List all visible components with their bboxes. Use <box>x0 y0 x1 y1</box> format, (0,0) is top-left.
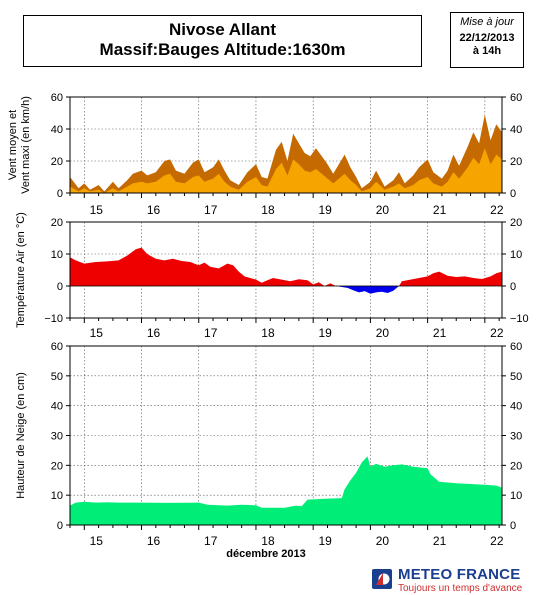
y-tick-label: 40 <box>510 124 522 136</box>
snow-depth-area <box>70 456 502 525</box>
y-tick-label: 0 <box>57 520 63 532</box>
y-tick-label: 10 <box>510 249 522 261</box>
x-tick-label: 19 <box>318 534 332 548</box>
y-axis-label: Température Air (en °C) <box>15 212 27 328</box>
y-tick-label: 40 <box>51 401 63 413</box>
y-tick-label: 50 <box>510 371 522 383</box>
meteo-france-logo: METEO FRANCE Toujours un temps d'avance <box>372 565 538 595</box>
y-tick-label: 20 <box>510 460 522 472</box>
y-tick-label: 60 <box>510 341 522 353</box>
meteo-france-logo-icon <box>372 569 392 589</box>
x-tick-label: 20 <box>376 326 390 340</box>
x-tick-label: 16 <box>147 326 161 340</box>
y-tick-label: 20 <box>51 217 63 229</box>
x-tick-label: 17 <box>204 534 218 548</box>
y-tick-label: −10 <box>510 313 529 325</box>
y-tick-label: 20 <box>510 156 522 168</box>
y-tick-label: 0 <box>57 281 63 293</box>
x-tick-label: 16 <box>147 534 161 548</box>
y-tick-label: 60 <box>51 92 63 104</box>
x-tick-label: 17 <box>204 326 218 340</box>
x-tick-label: 19 <box>318 326 332 340</box>
y-tick-label: 10 <box>510 490 522 502</box>
y-tick-label: 30 <box>510 431 522 443</box>
x-tick-label: 21 <box>433 534 447 548</box>
y-tick-label: 30 <box>51 431 63 443</box>
station-massif-altitude: Massif:Bauges Altitude:1630m <box>99 40 346 59</box>
y-axis-label: Hauteur de Neige (en cm) <box>15 372 27 499</box>
plot-area <box>70 114 502 193</box>
y-tick-label: 40 <box>51 124 63 136</box>
chart-title-box: Nivose Allant Massif:Bauges Altitude:163… <box>23 15 422 67</box>
x-tick-label: 21 <box>433 326 447 340</box>
y-axis-label: Vent moyen etVent maxi (en km/h) <box>7 96 32 194</box>
x-tick-label: 18 <box>261 203 275 217</box>
y-tick-label: 10 <box>51 490 63 502</box>
panel-frame <box>69 96 503 194</box>
wind-mean-area <box>70 148 502 193</box>
x-tick-label: 20 <box>376 203 390 217</box>
y-tick-label: 0 <box>510 281 516 293</box>
y-tick-label: −10 <box>44 313 63 325</box>
temperature-negative-area <box>70 286 502 294</box>
y-tick-label: 0 <box>510 520 516 532</box>
plot-area <box>70 456 502 525</box>
x-tick-label: 16 <box>147 203 161 217</box>
x-tick-label: 15 <box>90 326 104 340</box>
x-tick-label: 22 <box>490 203 504 217</box>
y-tick-label: 0 <box>510 188 516 200</box>
y-tick-label: 10 <box>51 249 63 261</box>
x-tick-label: 15 <box>90 534 104 548</box>
panel-frame <box>69 221 503 319</box>
y-tick-label: 60 <box>51 341 63 353</box>
x-tick-label: 21 <box>433 203 447 217</box>
update-label: Mise à jour <box>460 16 514 28</box>
update-date: 22/12/2013 <box>459 32 515 44</box>
x-tick-label: 15 <box>90 203 104 217</box>
x-tick-label: 17 <box>204 203 218 217</box>
y-tick-label: 40 <box>510 401 522 413</box>
brand-name: METEO FRANCE <box>398 566 521 583</box>
x-tick-label: 18 <box>261 326 275 340</box>
x-tick-label: 22 <box>490 534 504 548</box>
x-tick-label: 19 <box>318 203 332 217</box>
x-tick-label: 20 <box>376 534 390 548</box>
x-axis-label: décembre 2013 <box>226 548 306 560</box>
y-tick-label: 20 <box>510 217 522 229</box>
temperature-positive-area <box>70 247 502 286</box>
y-tick-label: 0 <box>57 188 63 200</box>
x-tick-label: 18 <box>261 534 275 548</box>
y-tick-label: 50 <box>51 371 63 383</box>
wind-max-area <box>70 114 502 193</box>
y-tick-label: 20 <box>51 156 63 168</box>
y-tick-label: 60 <box>510 92 522 104</box>
brand-tagline: Toujours un temps d'avance <box>398 583 523 594</box>
update-stamp: Mise à jour 22/12/2013 à 14h <box>450 12 524 68</box>
plot-area <box>70 247 502 294</box>
x-tick-label: 22 <box>490 326 504 340</box>
y-tick-label: 20 <box>51 460 63 472</box>
update-time: à 14h <box>472 45 502 57</box>
station-name: Nivose Allant <box>168 20 277 39</box>
